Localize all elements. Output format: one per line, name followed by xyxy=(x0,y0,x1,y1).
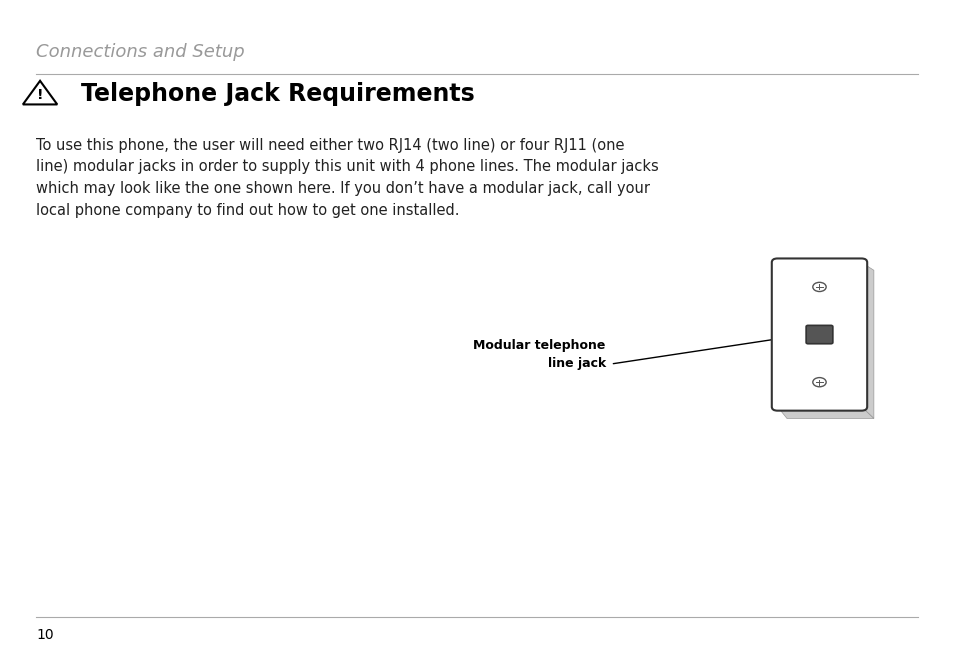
FancyBboxPatch shape xyxy=(771,258,866,411)
Text: Telephone Jack Requirements: Telephone Jack Requirements xyxy=(81,82,475,106)
Text: To use this phone, the user will need either two RJ14 (two line) or four RJ11 (o: To use this phone, the user will need ei… xyxy=(36,138,659,218)
Polygon shape xyxy=(777,407,873,419)
Text: Connections and Setup: Connections and Setup xyxy=(36,43,245,60)
Text: !: ! xyxy=(37,88,43,102)
Text: Modular telephone
line jack: Modular telephone line jack xyxy=(473,338,605,370)
Polygon shape xyxy=(861,262,873,419)
Text: 10: 10 xyxy=(36,628,53,642)
FancyBboxPatch shape xyxy=(805,325,832,344)
